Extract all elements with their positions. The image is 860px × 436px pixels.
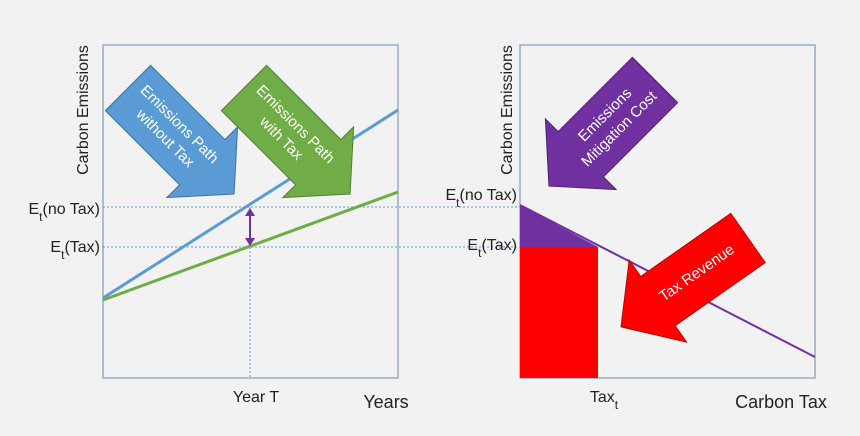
level-label: Et(no Tax) — [28, 201, 100, 224]
level-label: Et(Tax) — [50, 239, 100, 262]
y-axis-label: Carbon Emissions — [499, 45, 516, 175]
y-axis-label: Carbon Emissions — [75, 45, 92, 175]
year-t-label: Year T — [233, 389, 279, 406]
callout-arrow: Tax Revenue — [620, 212, 766, 343]
callout-arrow: Emissions Mitigation Cost — [544, 56, 679, 191]
x-axis-label: Carbon Tax — [735, 392, 827, 412]
callout-arrow: Emissions Path without Tax — [104, 64, 239, 199]
gap-arrow — [245, 208, 255, 246]
path-with-tax — [102, 190, 399, 302]
callout-arrow: Emissions Path with Tax — [220, 64, 355, 199]
level-label: Et(no Tax) — [445, 187, 517, 210]
x-axis-label: Years — [363, 392, 408, 412]
tax-t-label: Taxt — [590, 389, 619, 412]
level-label: Et(Tax) — [467, 237, 517, 260]
tax-revenue-area — [520, 247, 598, 378]
left-frame — [102, 44, 399, 379]
